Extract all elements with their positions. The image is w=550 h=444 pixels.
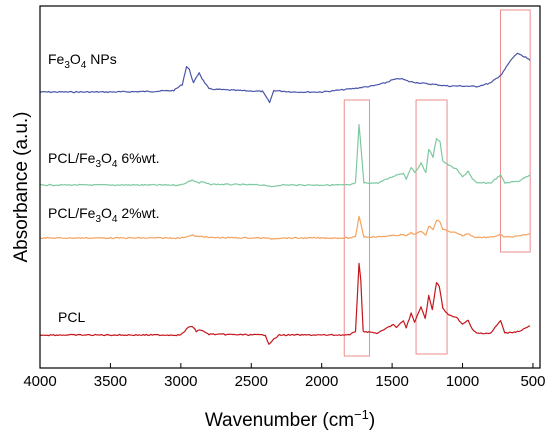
y-axis-label: Absorbance (a.u.): [11, 111, 32, 262]
highlight-boxes: [343, 9, 531, 357]
x-tick-label: 2000: [305, 373, 338, 390]
highlight-box: [500, 9, 531, 253]
series-layer: [39, 52, 531, 345]
x-tick-label: 500: [520, 373, 545, 390]
series-label: PCL: [58, 309, 85, 325]
series-line: [39, 124, 531, 188]
x-axis-label-end: ): [369, 410, 375, 431]
x-tick-label: 3500: [94, 373, 127, 390]
series-line: [39, 262, 531, 345]
x-tick-label: 2500: [235, 373, 268, 390]
series-label: PCL/Fe3O4 6%wt.: [48, 150, 160, 170]
x-tick-label: 1500: [375, 373, 408, 390]
plot-frame: [39, 5, 541, 369]
highlight-box: [415, 99, 448, 355]
x-axis-label-sup: −1: [354, 407, 369, 422]
series-line: [39, 52, 531, 104]
x-tick-label: 4000: [23, 373, 56, 390]
x-axis-label: Wavenumber (cm−1): [205, 407, 375, 431]
series-label: Fe3O4 NPs: [48, 51, 117, 71]
series-labels: Fe3O4 NPs PCL/Fe3O4 6%wt. PCL/Fe3O4 2%wt. P…: [48, 51, 160, 325]
x-tick-label: 1000: [446, 373, 479, 390]
highlight-box: [343, 99, 371, 357]
x-axis-ticks: 4000 3500 3000 2500 2000 1500 1000 500: [23, 363, 545, 390]
x-tick-label: 3000: [164, 373, 197, 390]
series-label: PCL/Fe3O4 2%wt.: [48, 205, 160, 225]
series-line: [39, 215, 531, 240]
